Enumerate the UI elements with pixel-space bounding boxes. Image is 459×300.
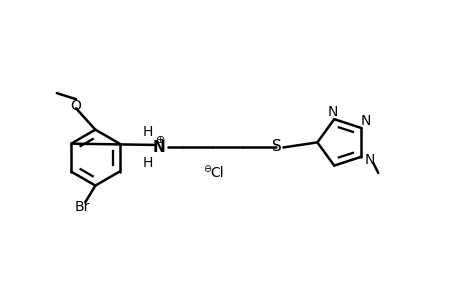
- Text: N: N: [359, 114, 370, 128]
- Text: N: N: [364, 153, 375, 167]
- Text: N: N: [327, 105, 337, 119]
- Text: N: N: [152, 140, 165, 155]
- Text: Cl: Cl: [210, 166, 224, 180]
- Text: Br: Br: [75, 200, 90, 214]
- Text: ⊕: ⊕: [156, 135, 165, 145]
- Text: ⊖: ⊖: [202, 164, 211, 174]
- Text: H: H: [142, 125, 152, 139]
- Text: H: H: [142, 156, 152, 170]
- Text: O: O: [71, 99, 81, 113]
- Text: S: S: [272, 139, 281, 154]
